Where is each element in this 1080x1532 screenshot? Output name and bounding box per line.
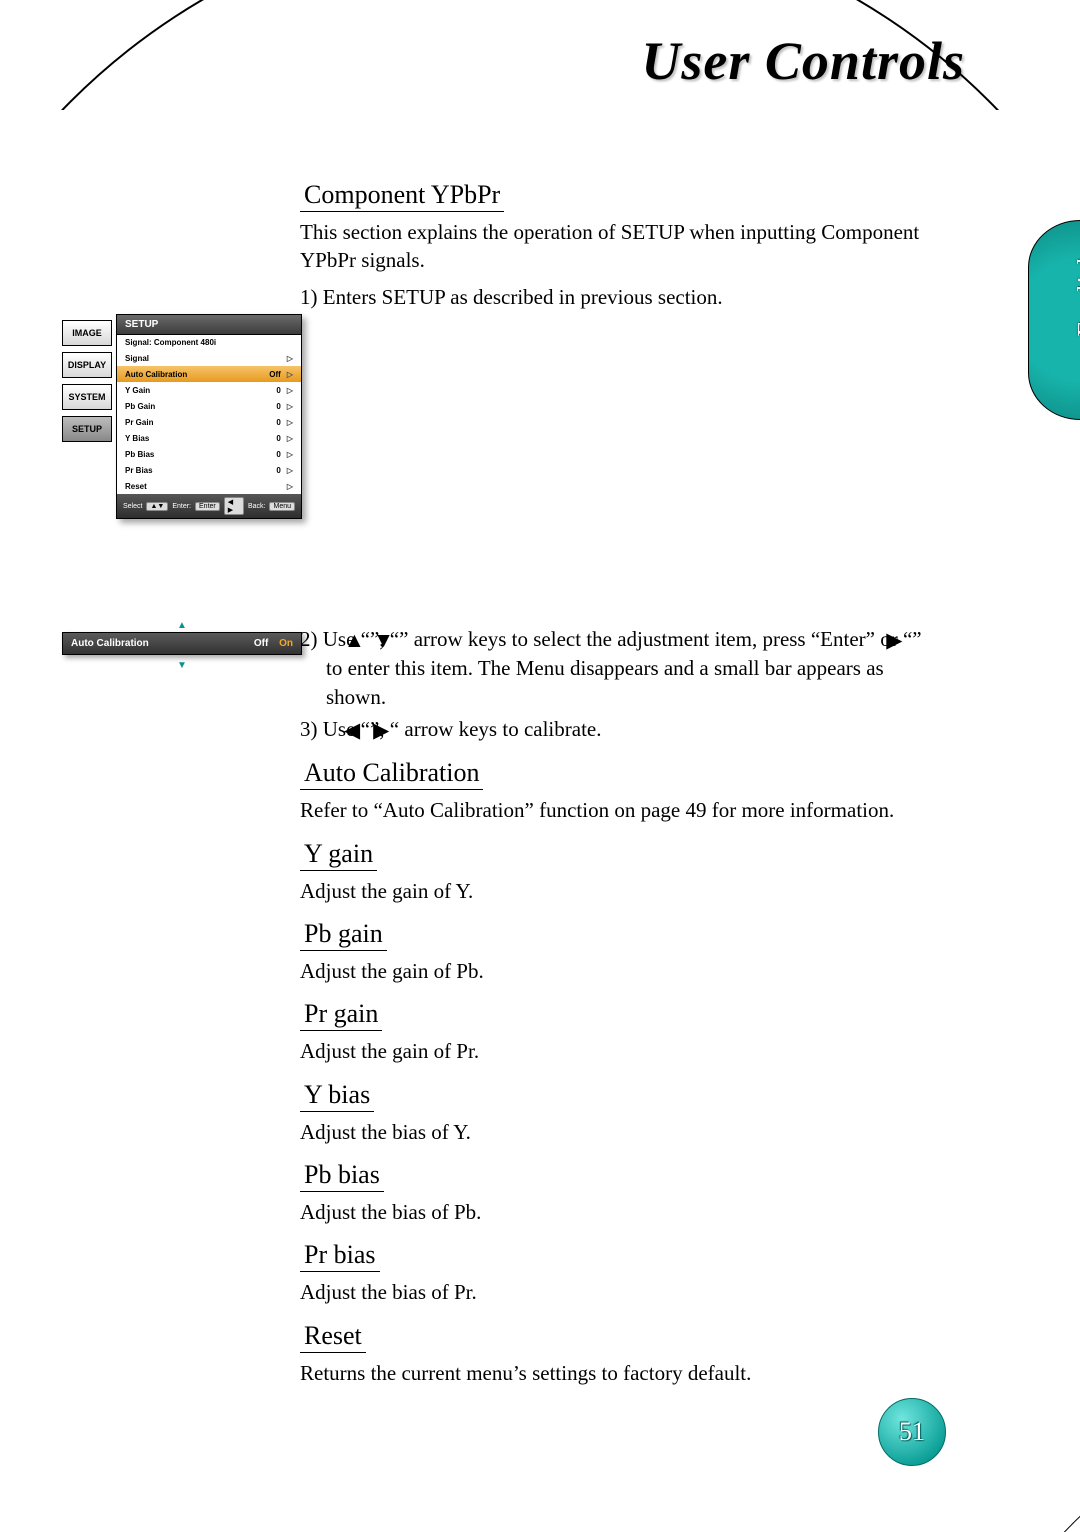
osd-row-label: Pb Bias [125,450,154,459]
component-steps-2-3: 2) Use “▲”, “▼” arrow keys to select the… [300,625,940,744]
section-pr-bias: Pr bias Adjust the bias of Pr. [300,1240,940,1306]
section-y-gain: Y gain Adjust the gain of Y. [300,839,940,905]
osd-row-label: Y Bias [125,434,149,443]
pr-gain-body: Adjust the gain of Pr. [300,1037,940,1065]
osd-row-value: 0 [276,466,293,475]
section-title-pb-bias: Pb bias [300,1160,384,1192]
section-component: Component YPbPr This section explains th… [300,180,940,311]
osd-row: Y Bias 0 [117,430,301,446]
section-reset: Reset Returns the current menu’s setting… [300,1321,940,1387]
osd-row-label: Pr Gain [125,418,153,427]
osd-tabs: IMAGE DISPLAY SYSTEM SETUP [62,320,112,448]
section-title-pr-gain: Pr gain [300,999,382,1031]
content-column: Component YPbPr This section explains th… [300,180,940,1401]
section-y-bias: Y bias Adjust the bias of Y. [300,1080,940,1146]
osd-row-label: Signal [125,354,149,363]
section-title-component: Component YPbPr [300,180,504,212]
osd-tab-system: SYSTEM [62,384,112,410]
pb-gain-body: Adjust the gain of Pb. [300,957,940,985]
osd-foot-select: Select [123,503,142,510]
osd-row: Signal [117,350,301,366]
osd-foot-back-key: Menu [269,502,295,511]
osd-row: Pr Gain 0 [117,414,301,430]
section-pb-bias: Pb bias Adjust the bias of Pb. [300,1160,940,1226]
footer-arc [940,1392,1080,1532]
section-title-auto-cal: Auto Calibration [300,758,483,790]
y-bias-body: Adjust the bias of Y. [300,1118,940,1146]
y-gain-body: Adjust the gain of Y. [300,877,940,905]
osd-row-value [284,354,293,363]
osd-foot-back-label: Back: [248,503,266,510]
auto-cal-body: Refer to “Auto Calibration” function on … [300,796,940,824]
section-pr-gain: Pr gain Adjust the gain of Pr. [300,999,940,1065]
osd-row-label: Auto Calibration [125,370,187,379]
osd-foot-enter-label: Enter: [172,503,191,510]
page-number-bubble: 51 [878,1398,946,1466]
osd-row: Auto Calibration Off [117,366,301,382]
section-title-y-gain: Y gain [300,839,377,871]
osd-row-value: 0 [276,434,293,443]
osd-panel: SETUP Signal: Component 480i Signal Auto … [116,314,302,519]
osd-row: Y Gain 0 [117,382,301,398]
osd-row-value: 0 [276,402,293,411]
component-step1: 1) Enters SETUP as described in previous… [300,283,940,311]
section-title-reset: Reset [300,1321,366,1353]
osd-row-label: Pb Gain [125,402,155,411]
osd-foot-nav-keys: ◀ ▶ [224,497,244,515]
component-intro: This section explains the operation of S… [300,218,940,275]
osd-row-label: Pr Bias [125,466,153,475]
section-title-y-bias: Y bias [300,1080,374,1112]
osd-row: Pr Bias 0 [117,462,301,478]
osd-tab-display: DISPLAY [62,352,112,378]
adj-bar-on: On [279,638,293,649]
osd-row-value: 0 [276,418,293,427]
component-step2: 2) Use “▲”, “▼” arrow keys to select the… [300,625,940,711]
section-title-pb-gain: Pb gain [300,919,387,951]
section-auto-calibration: Auto Calibration Refer to “Auto Calibrat… [300,758,940,824]
pb-bias-body: Adjust the bias of Pb. [300,1198,940,1226]
osd-signal-line: Signal: Component 480i [117,335,301,350]
osd-row-value [284,482,293,491]
reset-body: Returns the current menu’s settings to f… [300,1359,940,1387]
osd-row: Pb Bias 0 [117,446,301,462]
osd-row-value: 0 [276,386,293,395]
component-step3: 3) Use “◀”, “▶ arrow keys to calibrate. [300,715,940,744]
osd-footer: Select ▲▼ Enter: Enter ◀ ▶ Back: Menu [117,494,301,518]
section-title-pr-bias: Pr bias [300,1240,380,1272]
osd-tab-image: IMAGE [62,320,112,346]
page-number: 51 [899,1417,925,1447]
pr-bias-body: Adjust the bias of Pr. [300,1278,940,1306]
page: User Controls English IMAGE DISPLAY SYST… [0,0,1080,1532]
osd-foot-updown-icon: ▲▼ [146,502,168,511]
osd-row-value: Off [269,370,293,379]
section-pb-gain: Pb gain Adjust the gain of Pb. [300,919,940,985]
adjustment-bar: Auto Calibration Off On [62,632,302,655]
adj-bar-off: Off [254,638,268,649]
osd-row-label: Y Gain [125,386,150,395]
adj-bar-caret-down-icon: ▼ [62,660,302,671]
adj-bar-caret-up-icon: ▲ [62,620,302,631]
osd-row-label: Reset [125,482,147,491]
osd-row: Reset [117,478,301,494]
osd-row-value: 0 [276,450,293,459]
osd-tab-setup: SETUP [62,416,112,442]
osd-row: Pb Gain 0 [117,398,301,414]
adj-bar-label: Auto Calibration [71,638,149,649]
osd-panel-title: SETUP [117,315,301,335]
header-title: User Controls [641,30,965,92]
language-label: English [1072,250,1080,336]
osd-foot-enter-key: Enter [195,502,220,511]
